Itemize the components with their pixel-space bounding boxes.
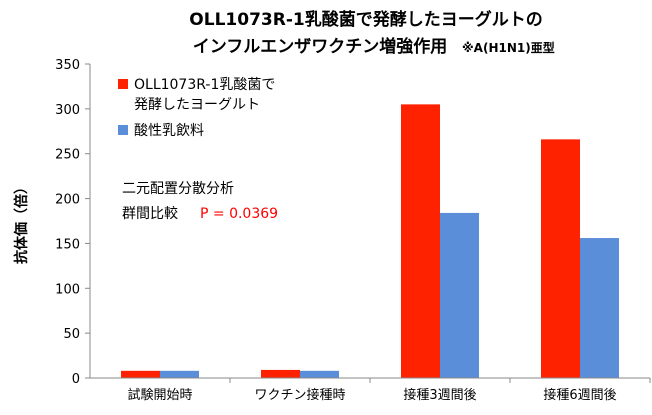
legend-label-series-1-line-1: OLL1073R-1乳酸菌で [134, 77, 275, 93]
x-category-label: 接種3週間後 [403, 387, 476, 403]
x-category-label: ワクチン接種時 [254, 387, 345, 403]
x-category-label: 試験開始時 [127, 387, 192, 403]
bar-series-2-接種6週間後 [580, 238, 619, 378]
bar-series-1-接種6週間後 [541, 139, 580, 378]
y-tick-label: 150 [55, 237, 80, 252]
y-axis-ticks: 0 50 100 150 200 250 300 350 [55, 58, 90, 387]
bar-series-1-ワクチン接種時 [261, 369, 300, 378]
legend-swatch-series-2 [118, 125, 128, 135]
y-tick-label: 350 [55, 58, 80, 73]
y-tick-label: 100 [55, 282, 80, 297]
annotation-comparison-label: 群間比較 [122, 206, 178, 222]
chart-title-line-1: OLL1073R-1乳酸菌で発酵したヨーグルトの [189, 9, 542, 30]
bar-series-2-接種3週間後 [440, 212, 479, 378]
statistics-annotation: 二元配置分散分析 群間比較 P = 0.0369 [122, 181, 278, 222]
chart-title-note: ※A(H1N1)亜型 [462, 40, 555, 55]
bar-series-1-試験開始時 [121, 370, 160, 378]
y-tick-label: 0 [72, 372, 80, 387]
bar-series-1-接種3週間後 [401, 104, 440, 378]
bars [121, 104, 619, 378]
legend-label-series-1-line-2: 発酵したヨーグルト [134, 97, 260, 113]
legend-label-series-2: 酸性乳飲料 [134, 123, 204, 139]
bar-series-2-試験開始時 [160, 370, 199, 378]
chart-title-line-2: インフルエンザワクチン増強作用 [193, 36, 448, 57]
y-axis-label: 抗体価（倍） [13, 180, 30, 264]
bar-series-2-ワクチン接種時 [300, 370, 339, 378]
x-category-label: 接種6週間後 [543, 387, 616, 403]
y-tick-label: 250 [55, 148, 80, 163]
y-tick-label: 200 [55, 193, 80, 208]
y-tick-label: 300 [55, 103, 80, 118]
legend: OLL1073R-1乳酸菌で 発酵したヨーグルト 酸性乳飲料 [118, 77, 275, 139]
annotation-p-value: P = 0.0369 [200, 206, 278, 222]
x-axis-categories: 試験開始時 ワクチン接種時 接種3週間後 接種6週間後 [127, 378, 651, 403]
y-tick-label: 50 [63, 327, 80, 342]
annotation-method: 二元配置分散分析 [122, 181, 234, 197]
legend-swatch-series-1 [118, 79, 128, 89]
